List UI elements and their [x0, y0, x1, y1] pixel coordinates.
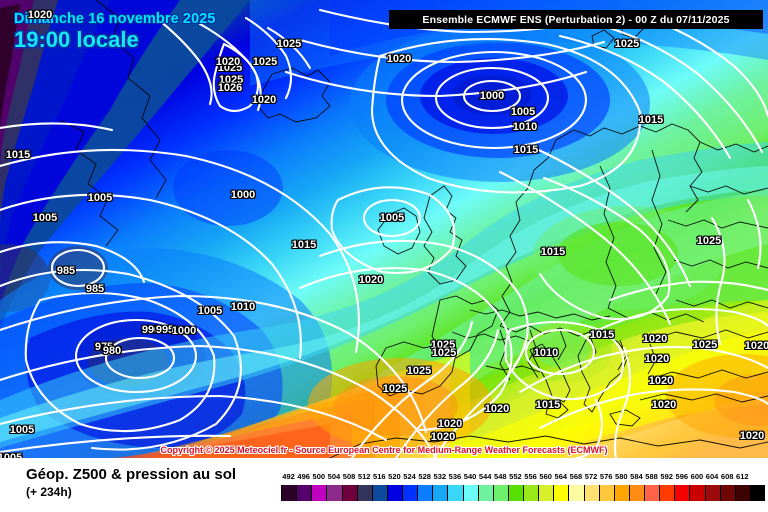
color-scale-swatch[interactable]: [598, 485, 614, 501]
color-scale-tick: 612: [736, 472, 749, 481]
color-scale-tick: 560: [539, 472, 552, 481]
color-scale-swatch[interactable]: [492, 485, 508, 501]
color-scale-swatch[interactable]: [326, 485, 342, 501]
color-scale-tick: 516: [373, 472, 386, 481]
color-scale-tick: 532: [433, 472, 447, 481]
color-scale-swatch[interactable]: [659, 485, 675, 501]
legend-title-text: Géop. Z500 & pression au sol: [26, 466, 237, 483]
color-scale-tick: 564: [554, 472, 568, 481]
color-scale-swatch[interactable]: [613, 485, 629, 501]
color-scale-swatch[interactable]: [477, 485, 493, 501]
color-scale-swatch[interactable]: [568, 485, 584, 501]
legend-footer: Géop. Z500 & pression au sol (+ 234h) 49…: [0, 458, 768, 512]
legend-title-block: Géop. Z500 & pression au sol (+ 234h): [26, 466, 236, 499]
color-scale-tick: 524: [403, 472, 416, 481]
color-scale-tick: 552: [509, 472, 522, 481]
color-scale-tick: 492: [282, 472, 295, 481]
color-scale-swatch[interactable]: [507, 485, 523, 501]
color-scale-swatch[interactable]: [281, 485, 297, 501]
color-scale-tick: 496: [297, 472, 310, 481]
color-scale-swatch[interactable]: [386, 485, 402, 501]
color-scale-tick: 568: [569, 472, 583, 481]
color-scale-tick-labels: 492 496 500 504 508 512 516 520 524 528 532 536 540 5…: [281, 472, 765, 483]
color-scale-tick: 548: [494, 472, 507, 481]
color-scale-swatch[interactable]: [402, 485, 418, 501]
color-scale-tick: 520: [388, 472, 401, 481]
color-scale-tick: 580: [615, 472, 628, 481]
color-scale-swatch[interactable]: [417, 485, 433, 501]
color-scale-swatch[interactable]: [296, 485, 312, 501]
weather-map-canvas[interactable]: Dimanche 16 novembre 2025 19:00 locale E…: [0, 0, 768, 458]
color-scale-tick: 596: [675, 472, 689, 481]
color-scale-swatch[interactable]: [719, 485, 735, 501]
color-scale-tick: 608: [720, 472, 734, 481]
color-scale-swatch[interactable]: [553, 485, 569, 501]
color-scale[interactable]: 492 496 500 504 508 512 516 520 524 528 532 536 540 5…: [281, 472, 765, 501]
color-scale-swatch[interactable]: [462, 485, 478, 501]
color-scale-tick: 508: [342, 472, 356, 481]
color-scale-swatch[interactable]: [674, 485, 690, 501]
color-scale-swatch[interactable]: [447, 485, 463, 501]
color-scale-swatch[interactable]: [341, 485, 357, 501]
color-scale-tick: 576: [599, 472, 613, 481]
model-run-bar: Ensemble ECMWF ENS (Perturbation 2) - 00…: [389, 10, 763, 29]
color-scale-tick: 512: [357, 472, 371, 481]
color-scale-tick: 592: [660, 472, 673, 481]
color-scale-tick: 588: [645, 472, 658, 481]
color-scale-swatch[interactable]: [311, 485, 327, 501]
map-graphic: [0, 0, 768, 458]
color-scale-tick: 504: [327, 472, 341, 481]
color-scale-swatch[interactable]: [371, 485, 387, 501]
color-scale-swatch[interactable]: [432, 485, 448, 501]
color-scale-swatch[interactable]: [583, 485, 599, 501]
color-scale-tick: 604: [705, 472, 719, 481]
color-scale-swatch[interactable]: [628, 485, 644, 501]
color-scale-tick: 556: [524, 472, 537, 481]
color-scale-swatch[interactable]: [523, 485, 539, 501]
color-scale-swatch[interactable]: [538, 485, 554, 501]
color-scale-swatch[interactable]: [689, 485, 705, 501]
legend-subtitle-text: (+ 234h): [26, 485, 72, 499]
color-scale-tick: 600: [690, 472, 704, 481]
color-scale-swatch[interactable]: [749, 485, 765, 501]
color-scale-swatches[interactable]: [281, 485, 765, 501]
model-run-text: Ensemble ECMWF ENS (Perturbation 2) - 00…: [422, 13, 730, 26]
color-scale-tick: 500: [312, 472, 326, 481]
color-scale-tick: 584: [630, 472, 643, 481]
color-scale-tick: 540: [463, 472, 477, 481]
color-scale-tick: 528: [418, 472, 431, 481]
color-scale-swatch[interactable]: [644, 485, 660, 501]
color-scale-tick: 544: [478, 472, 492, 481]
color-scale-tick: 536: [448, 472, 462, 481]
color-scale-swatch[interactable]: [356, 485, 372, 501]
color-scale-tick: 572: [584, 472, 598, 481]
color-scale-swatch[interactable]: [704, 485, 720, 501]
color-scale-swatch[interactable]: [734, 485, 750, 501]
